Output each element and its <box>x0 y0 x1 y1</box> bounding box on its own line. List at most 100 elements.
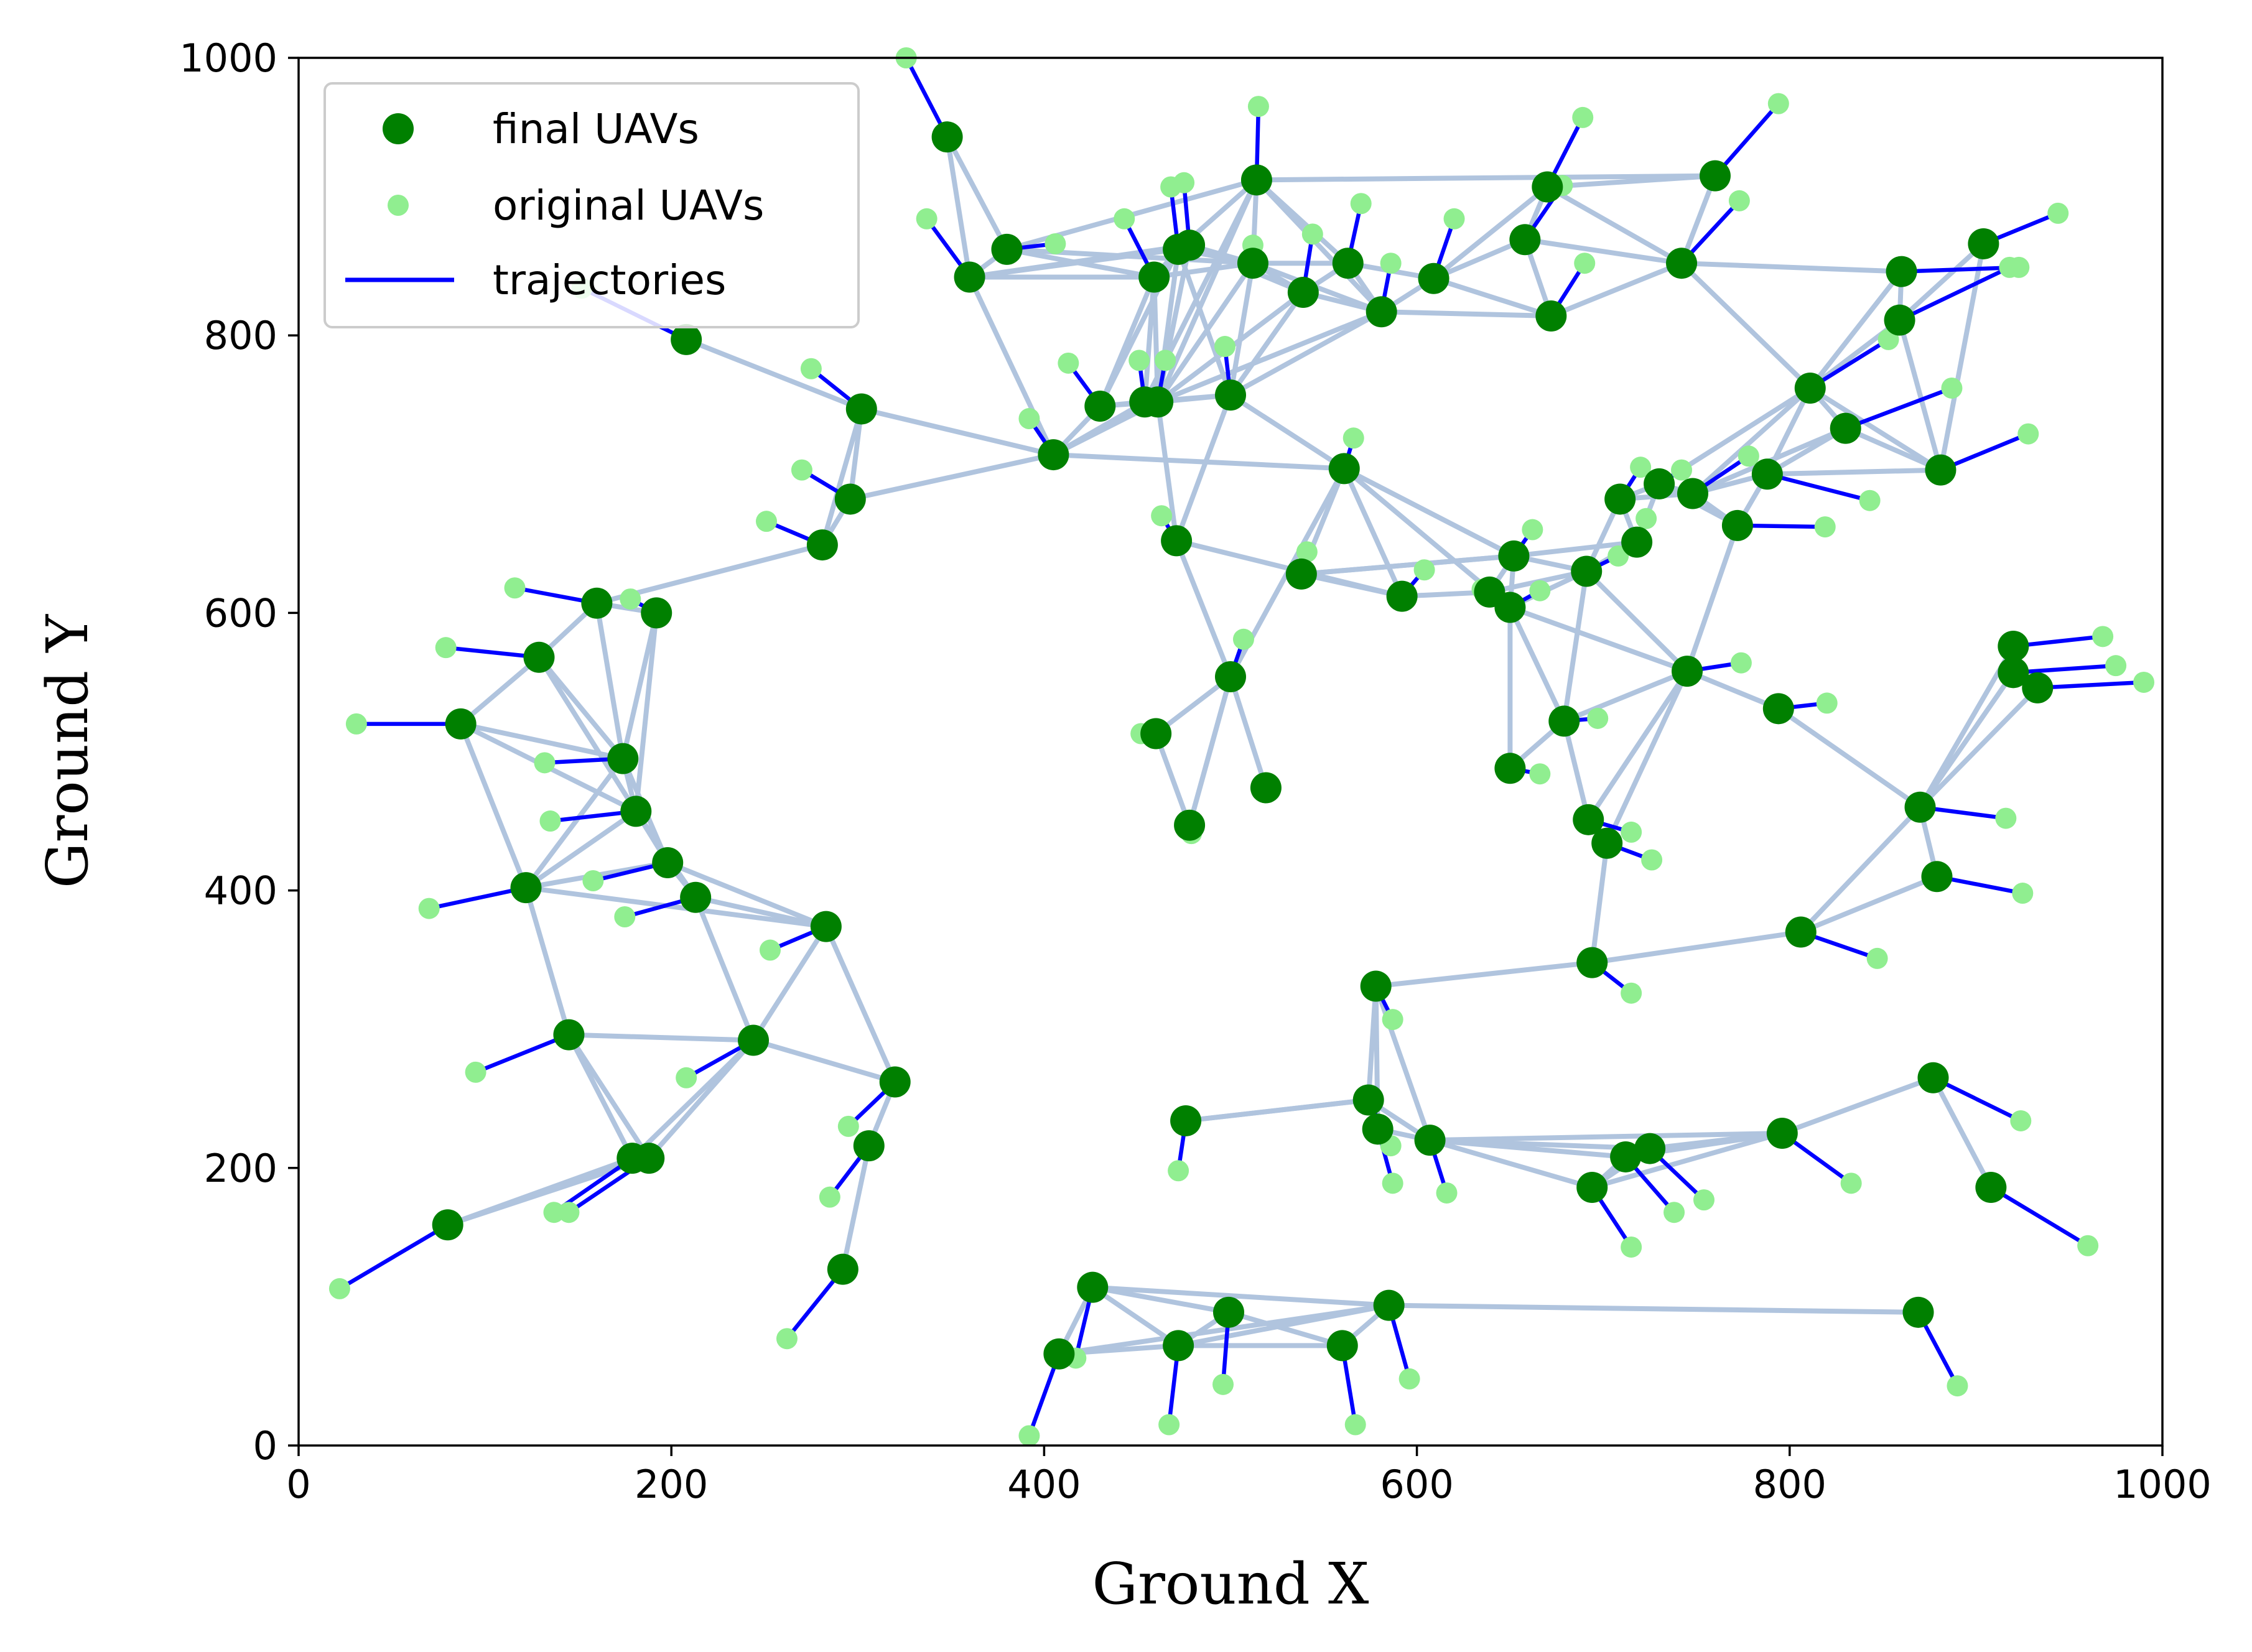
y-axis-title: Ground Y <box>34 614 101 889</box>
original-uav-point <box>1114 208 1135 230</box>
link-line <box>1153 731 1193 828</box>
link-line <box>523 756 626 891</box>
link-line <box>1561 568 1589 724</box>
link-line <box>1183 1097 1371 1123</box>
original-uav-point <box>1814 516 1836 538</box>
original-uav-point <box>543 1202 565 1223</box>
original-uav-point <box>582 870 604 891</box>
link-line <box>967 274 1056 458</box>
final-uav-point <box>1285 558 1317 590</box>
original-uav-point <box>614 906 636 927</box>
trajectory-line <box>1940 432 2029 472</box>
original-uav-point <box>1342 427 1364 449</box>
final-uav-point <box>1548 705 1580 737</box>
final-uav-point <box>1610 1141 1642 1172</box>
final-uav-point <box>810 911 842 942</box>
final-uav-point <box>1644 468 1675 499</box>
link-line <box>944 134 972 280</box>
final-uav-point <box>1672 656 1703 687</box>
final-uav-point <box>931 121 963 153</box>
final-uav-point <box>1677 478 1709 509</box>
final-uav-point <box>2022 672 2054 703</box>
link-line <box>1584 568 1690 674</box>
final-uav-point <box>1174 809 1206 841</box>
original-uav-point <box>1128 350 1150 371</box>
final-uav-point <box>1084 390 1116 422</box>
final-uav-point <box>1287 277 1319 309</box>
link-line <box>536 654 639 814</box>
final-uav-point <box>1237 248 1268 279</box>
link-line <box>1341 466 1517 559</box>
original-uav-point <box>1572 106 1594 128</box>
final-uav-point <box>1174 230 1206 261</box>
final-uav-point <box>1902 1296 1934 1328</box>
final-uav-point <box>1532 171 1563 203</box>
final-uav-point <box>1142 386 1174 418</box>
final-uav-point <box>652 847 684 878</box>
trajectory-line <box>2013 663 2116 675</box>
final-uav-point <box>1240 164 1272 196</box>
link-line <box>1373 960 1595 989</box>
final-uav-point <box>1366 296 1397 328</box>
original-uav-point <box>345 713 367 735</box>
link-line <box>665 860 829 929</box>
y-tick-label: 0 <box>253 1423 277 1469</box>
original-uav-point <box>1941 377 1963 399</box>
link-line <box>1561 718 1591 822</box>
link-line <box>1155 261 1255 405</box>
y-ticks: 0 200 400 600 800 1000 <box>179 35 299 1469</box>
link-line <box>1586 669 1690 822</box>
final-uav-point <box>1884 304 1915 336</box>
final-uav-point <box>1762 693 1794 725</box>
original-uav-point <box>1999 256 2021 278</box>
link-line <box>1373 983 1433 1143</box>
original-uav-point <box>1350 193 1372 215</box>
original-uav-point <box>1232 628 1254 650</box>
link-line <box>594 600 626 761</box>
final-uav-point <box>834 483 866 515</box>
final-uav-point <box>1794 372 1826 404</box>
link-line <box>1431 184 1550 281</box>
link-line <box>1507 605 1567 724</box>
link-line <box>1679 173 1718 266</box>
final-uav-point <box>1721 509 1753 541</box>
original-uav-point <box>1840 1172 1862 1194</box>
link-line <box>693 894 756 1043</box>
original-uav-point <box>620 588 641 610</box>
trajectory-line <box>1767 472 1871 503</box>
link-line <box>1690 385 1813 496</box>
final-uav-point <box>671 323 702 355</box>
original-uav-point <box>1168 1160 1189 1182</box>
original-uav-point <box>558 1202 580 1223</box>
link-line <box>1174 538 1233 680</box>
final-uav-point <box>879 1066 911 1098</box>
original-uav-point <box>2105 655 2127 677</box>
final-uav-point <box>991 233 1023 265</box>
final-uavs-layer <box>432 121 2054 1370</box>
y-tick-label: 1000 <box>179 35 277 81</box>
original-uav-point <box>1173 172 1195 193</box>
link-line <box>1153 674 1233 736</box>
original-uav-point <box>2010 1110 2032 1131</box>
final-uav-point <box>1362 1113 1394 1145</box>
final-uav-point <box>1998 630 2029 662</box>
x-tick-label: 600 <box>1380 1462 1453 1507</box>
final-uav-point <box>1418 262 1449 294</box>
final-uav-point <box>1975 1172 2007 1204</box>
trajectory-line <box>1845 386 1953 430</box>
link-line <box>847 452 1056 502</box>
original-uav-point <box>819 1186 840 1208</box>
link-line <box>858 406 1056 458</box>
original-uav-point <box>1344 1414 1366 1436</box>
original-uav-point <box>1641 849 1663 871</box>
final-uav-point <box>1904 791 1936 823</box>
link-line <box>751 1037 898 1085</box>
link-line <box>1685 522 1740 674</box>
trajectory-line <box>1899 265 2011 322</box>
original-uav-point <box>837 1115 859 1137</box>
y-tick-label: 200 <box>204 1146 277 1191</box>
link-line <box>1004 246 1255 266</box>
original-uav-point <box>1635 508 1657 529</box>
original-uav-point <box>676 1067 697 1088</box>
link-line <box>1427 1138 1595 1190</box>
